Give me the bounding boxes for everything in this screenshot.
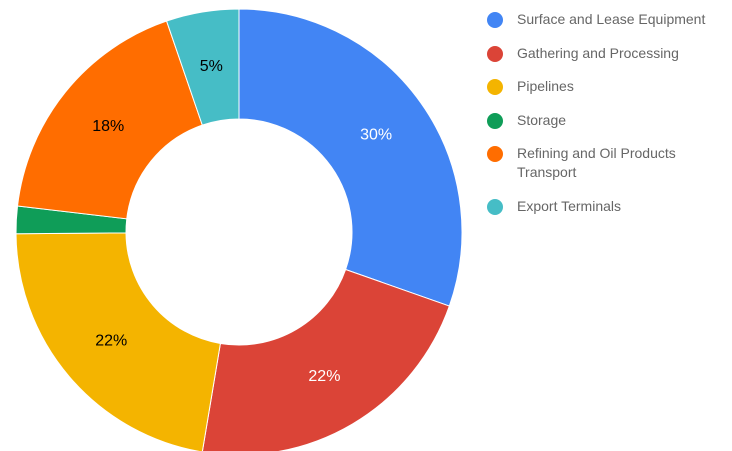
slice-5	[16, 20, 203, 220]
slice-1	[238, 8, 463, 307]
legend-swatch-6	[487, 198, 503, 215]
slice-label-1: 30%	[360, 126, 392, 143]
slices	[15, 8, 463, 451]
legend-item-2: Gathering and Processing	[487, 44, 727, 63]
legend-swatch-3	[487, 79, 503, 95]
legend-item-4: Storage	[487, 111, 727, 130]
slice-label-5: 18%	[92, 118, 124, 135]
slice-labels: 30% 22% 22% 18% 5%	[92, 58, 392, 385]
legend-label-3: Pipelines	[517, 78, 574, 94]
legend: Surface and Lease Equipment Gathering and…	[487, 10, 727, 230]
legend-label-1: Surface and Lease Equipment	[517, 11, 706, 27]
legend-swatch-4	[487, 112, 503, 129]
legend-swatch-5	[487, 146, 503, 162]
slice-2	[201, 268, 450, 451]
slice-label-6: 5%	[200, 58, 223, 75]
legend-swatch-1	[487, 12, 503, 28]
legend-item-1: Surface and Lease Equipment	[487, 10, 727, 29]
legend-item-5: Refining and Oil Products Transport	[487, 144, 727, 182]
slice-label-3: 22%	[95, 333, 127, 350]
slice-6	[165, 8, 240, 126]
legend-label-4: Storage	[517, 111, 567, 128]
legend-label-5: Refining and Oil Products Transport	[517, 145, 676, 180]
legend-label-6: Export Terminals	[517, 197, 622, 214]
legend-swatch-2	[487, 45, 503, 62]
legend-label-2: Gathering and Processing	[517, 44, 679, 61]
legend-item-6: Export Terminals	[487, 197, 727, 216]
legend-item-3: Pipelines	[487, 77, 727, 96]
slice-3	[15, 232, 221, 451]
donut-plot: 30% 22% 22% 18% 5%	[15, 8, 463, 451]
slice-label-2: 22%	[308, 368, 340, 385]
